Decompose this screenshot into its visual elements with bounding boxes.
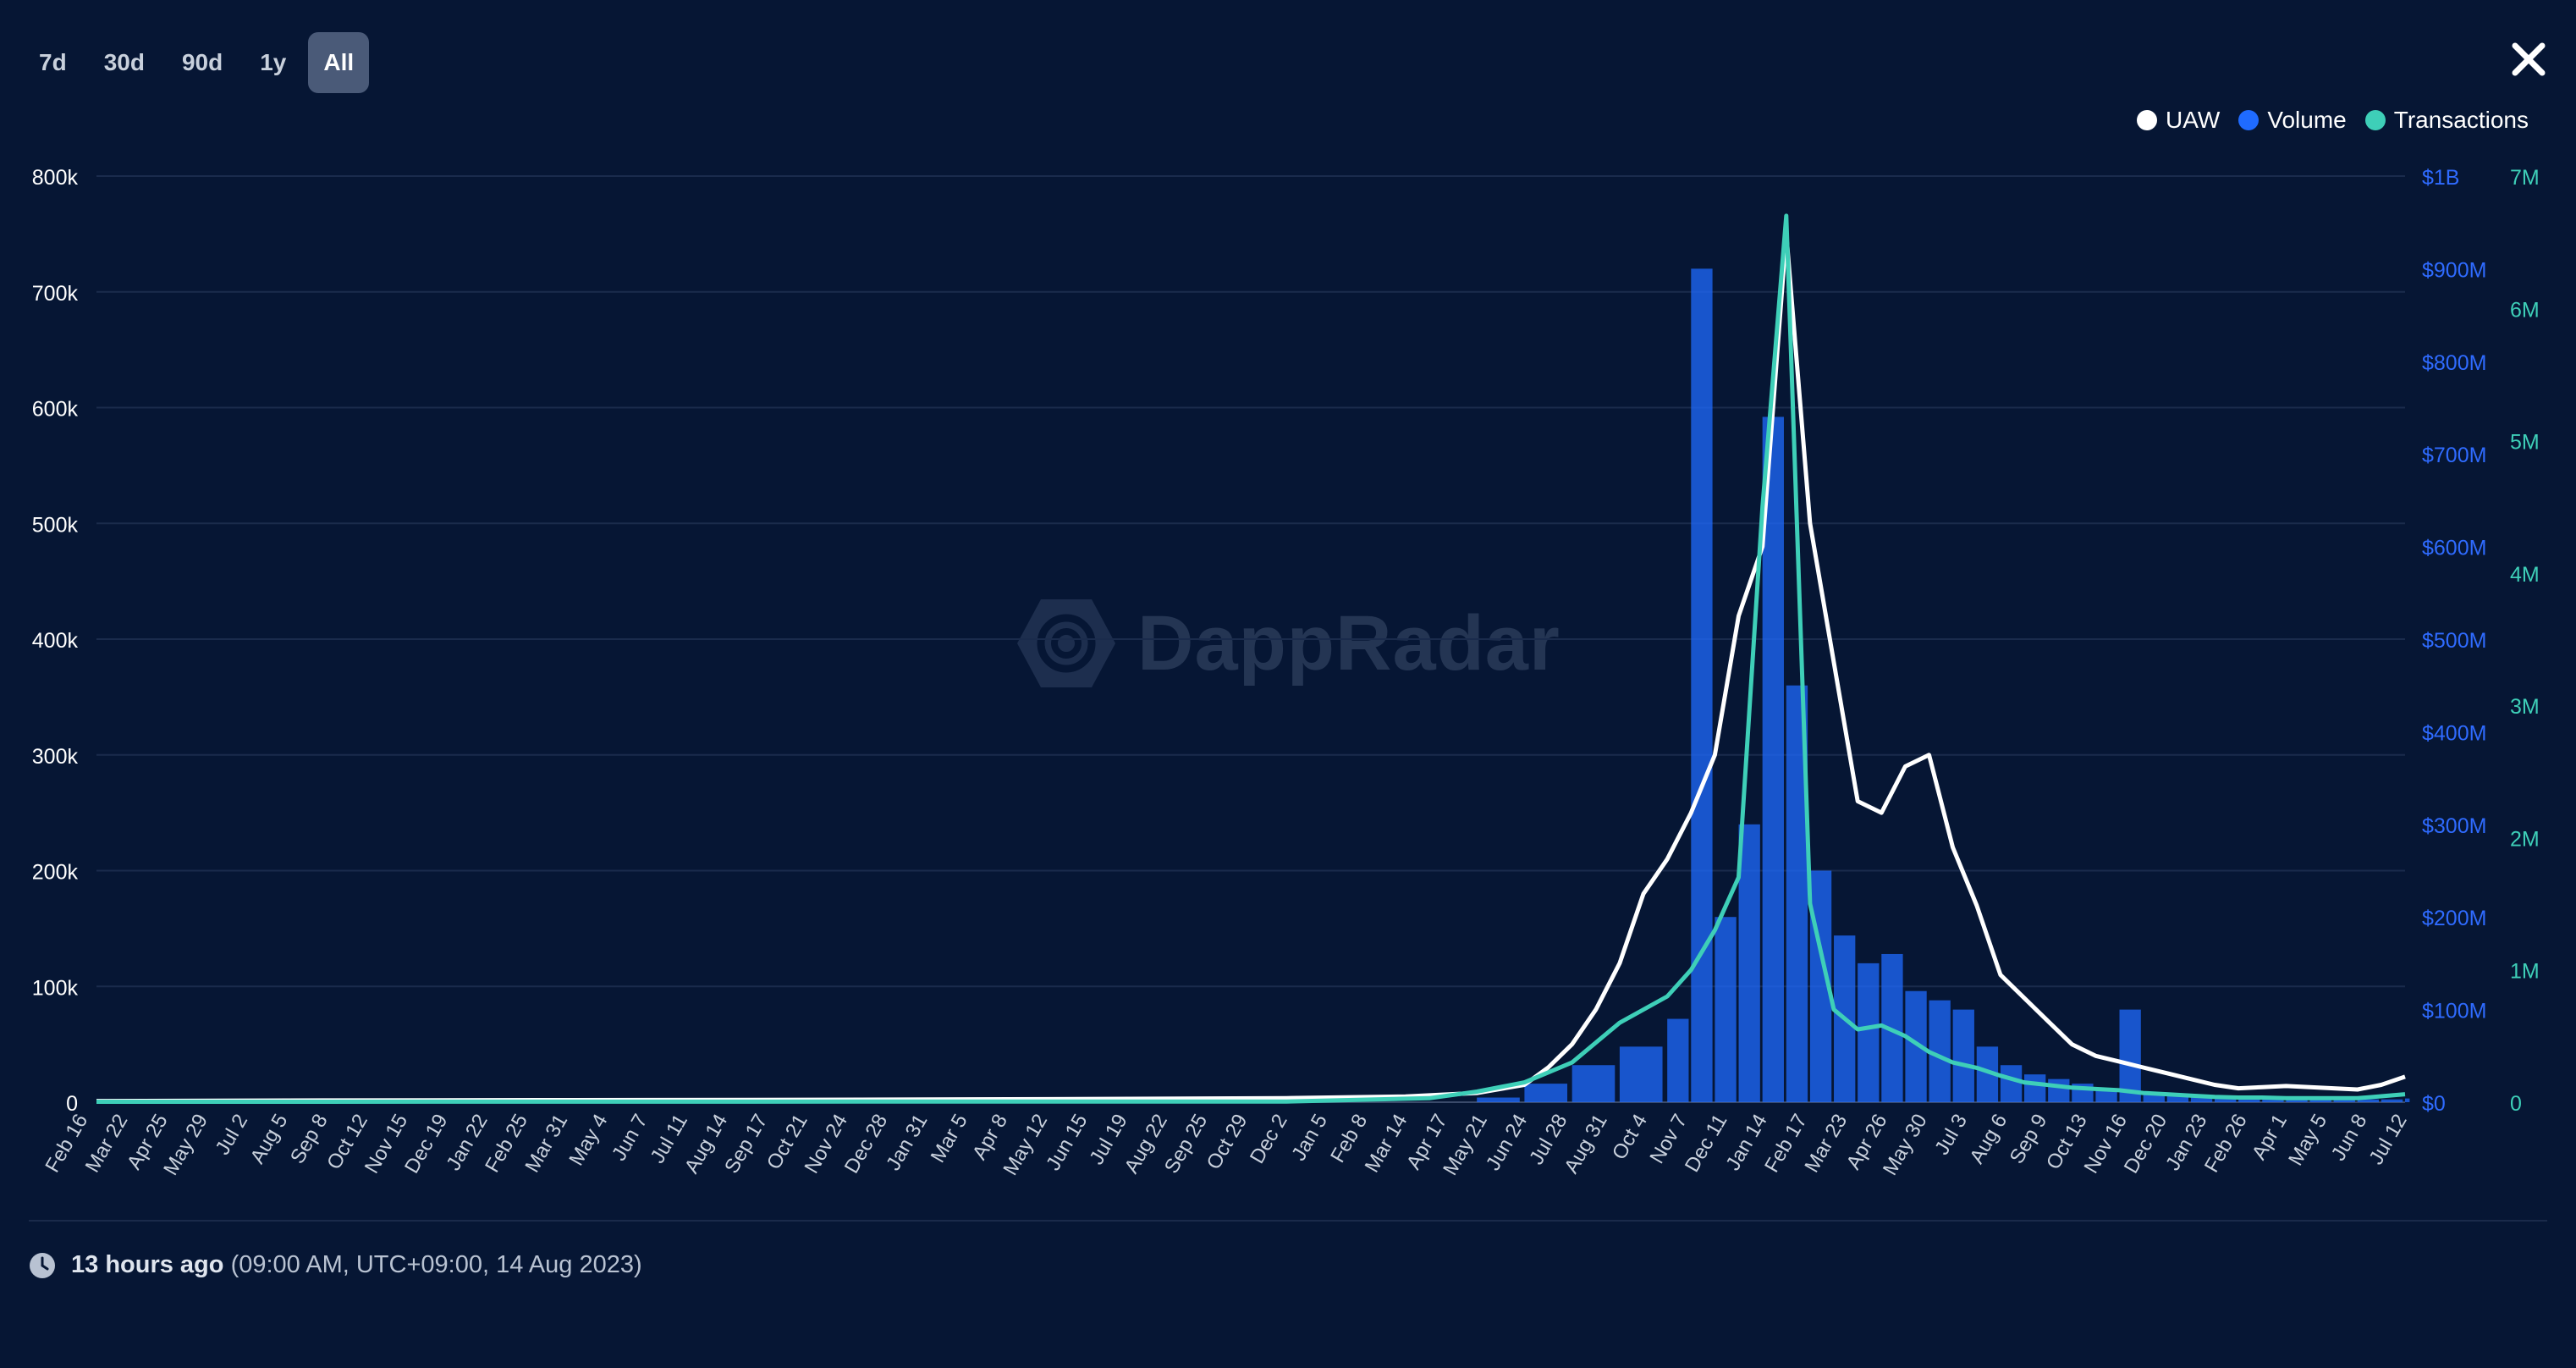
legend-label-volume: Volume	[2267, 107, 2347, 133]
x-tick-label: Jan 31	[882, 1111, 932, 1175]
x-tick-label: Jul 3	[1930, 1111, 1972, 1159]
volume-bar	[1715, 917, 1737, 1102]
transactions-line	[96, 213, 2406, 1104]
legend-dot-volume	[2238, 110, 2260, 130]
y-left-tick-label: 400k	[32, 629, 79, 653]
x-tick-label: Aug 5	[246, 1111, 293, 1168]
tab-all[interactable]: All	[308, 32, 370, 93]
legend-label-uaw: UAW	[2166, 107, 2221, 133]
volume-bar	[1952, 1009, 1974, 1102]
last-updated: 13 hours ago (09:00 AM, UTC+09:00, 14 Au…	[29, 1251, 642, 1279]
volume-bar	[1738, 824, 1760, 1102]
x-tick-label: Dec 2	[1246, 1111, 1292, 1168]
y-left-tick-label: 800k	[32, 166, 79, 190]
clock-icon	[30, 1252, 55, 1278]
y-transactions-tick-label: 2M	[2510, 827, 2540, 851]
dappradar-watermark: DappRadar	[1016, 593, 1560, 694]
volume-bar	[1477, 1097, 1520, 1102]
y-volume-tick-label: $900M	[2422, 258, 2486, 282]
x-tick-label: Jan 5	[1287, 1111, 1332, 1165]
activity-chart: 0 100k 200k 300k 400k 500k 600k 700k 800k $0 $100M…	[32, 166, 2540, 1179]
y-transactions-tick-label: 4M	[2510, 563, 2540, 587]
x-tick-label: Jul 2	[211, 1111, 252, 1159]
y-volume-tick-label: $1B	[2422, 166, 2459, 190]
y-left-tick-label: 500k	[32, 513, 79, 537]
x-tick-label: May 5	[2284, 1111, 2331, 1170]
x-tick-label: Oct 29	[1203, 1111, 1252, 1174]
time-range-tabs: 7d 30d 90d 1y All	[24, 32, 370, 93]
footer-divider	[29, 1220, 2547, 1222]
y-volume-tick-label: $200M	[2422, 907, 2486, 930]
volume-bar	[1762, 416, 1784, 1102]
volume-bar	[2405, 1098, 2410, 1102]
x-tick-label: Jun 24	[1482, 1111, 1532, 1175]
y-volume-tick-label: $500M	[2422, 629, 2486, 653]
volume-bar	[1691, 268, 1713, 1102]
y-volume-tick-label: $400M	[2422, 721, 2486, 745]
volume-bar	[2190, 1096, 2213, 1102]
tab-30d[interactable]: 30d	[103, 49, 145, 75]
y-transactions-tick-label: 3M	[2510, 695, 2540, 719]
x-tick-label: Mar 5	[927, 1111, 972, 1167]
x-tick-label: Jun 15	[1042, 1111, 1092, 1175]
y-left-tick-label: 600k	[32, 398, 79, 422]
volume-bar	[1524, 1084, 1568, 1102]
volume-bar	[2166, 1095, 2189, 1102]
y-left-tick-label: 100k	[32, 976, 79, 1000]
volume-bar	[2262, 1098, 2284, 1102]
volume-bar	[2119, 1009, 2141, 1102]
y-volume-tick-label: $600M	[2422, 537, 2486, 560]
volume-bar	[2381, 1099, 2403, 1102]
y-transactions-tick-label: 0	[2510, 1092, 2522, 1116]
y-left-tick-label: 700k	[32, 282, 79, 306]
volume-bar	[2000, 1065, 2023, 1102]
x-tick-label: Aug 6	[1965, 1111, 2012, 1168]
close-button[interactable]	[2507, 37, 2551, 81]
volume-bar	[2286, 1099, 2308, 1102]
tab-7d[interactable]: 7d	[39, 49, 67, 75]
volume-bar	[2309, 1099, 2331, 1102]
relative-time: 13 hours ago	[71, 1251, 224, 1278]
tab-1y[interactable]: 1y	[260, 49, 287, 75]
volume-bar	[2333, 1099, 2355, 1102]
y-transactions-tick-label: 7M	[2510, 166, 2540, 190]
y-transactions-tick-label: 1M	[2510, 960, 2540, 984]
dappradar-logo-icon	[1017, 599, 1115, 687]
y-transactions-tick-label: 5M	[2510, 431, 2540, 455]
y-left-tick-label: 300k	[32, 745, 79, 769]
legend-dot-transactions	[2364, 110, 2386, 130]
volume-bar	[1667, 1018, 1689, 1102]
legend-label-transactions: Transactions	[2393, 107, 2529, 133]
tab-90d[interactable]: 90d	[181, 49, 223, 75]
chart-legend: UAW Volume Transactions	[2137, 107, 2529, 134]
legend-dot-uaw	[2137, 110, 2158, 130]
legend-item-volume[interactable]: Volume	[2238, 107, 2347, 134]
absolute-time: (09:00 AM, UTC+09:00, 14 Aug 2023)	[230, 1251, 642, 1278]
x-tick-label: Jul 12	[2364, 1111, 2411, 1169]
volume-bar	[2238, 1098, 2260, 1102]
volume-bar	[2357, 1099, 2380, 1102]
x-tick-label: May 4	[564, 1111, 612, 1170]
volume-bar	[1858, 963, 1880, 1102]
y-transactions-tick-label: 6M	[2510, 298, 2540, 322]
volume-bar	[2024, 1074, 2046, 1102]
watermark-text: DappRadar	[1137, 599, 1560, 687]
volume-bar	[2215, 1097, 2237, 1102]
x-tick-label: Jun 7	[608, 1111, 652, 1165]
y-left-tick-label: 200k	[32, 861, 79, 885]
legend-item-transactions[interactable]: Transactions	[2364, 107, 2529, 134]
y-volume-tick-label: $300M	[2422, 814, 2486, 838]
y-left-tick-label: 0	[66, 1092, 78, 1116]
legend-item-uaw[interactable]: UAW	[2137, 107, 2220, 134]
uaw-line	[96, 231, 2406, 1104]
close-icon	[2512, 42, 2546, 76]
y-volume-tick-label: $100M	[2422, 1000, 2486, 1023]
y-volume-tick-label: $800M	[2422, 351, 2486, 375]
volume-bar	[2048, 1078, 2070, 1102]
y-volume-tick-label: $0	[2422, 1092, 2446, 1116]
volume-bar	[1619, 1046, 1663, 1102]
volume-bar	[2143, 1093, 2165, 1102]
volume-bar	[1571, 1065, 1616, 1102]
y-volume-tick-label: $700M	[2422, 444, 2486, 467]
